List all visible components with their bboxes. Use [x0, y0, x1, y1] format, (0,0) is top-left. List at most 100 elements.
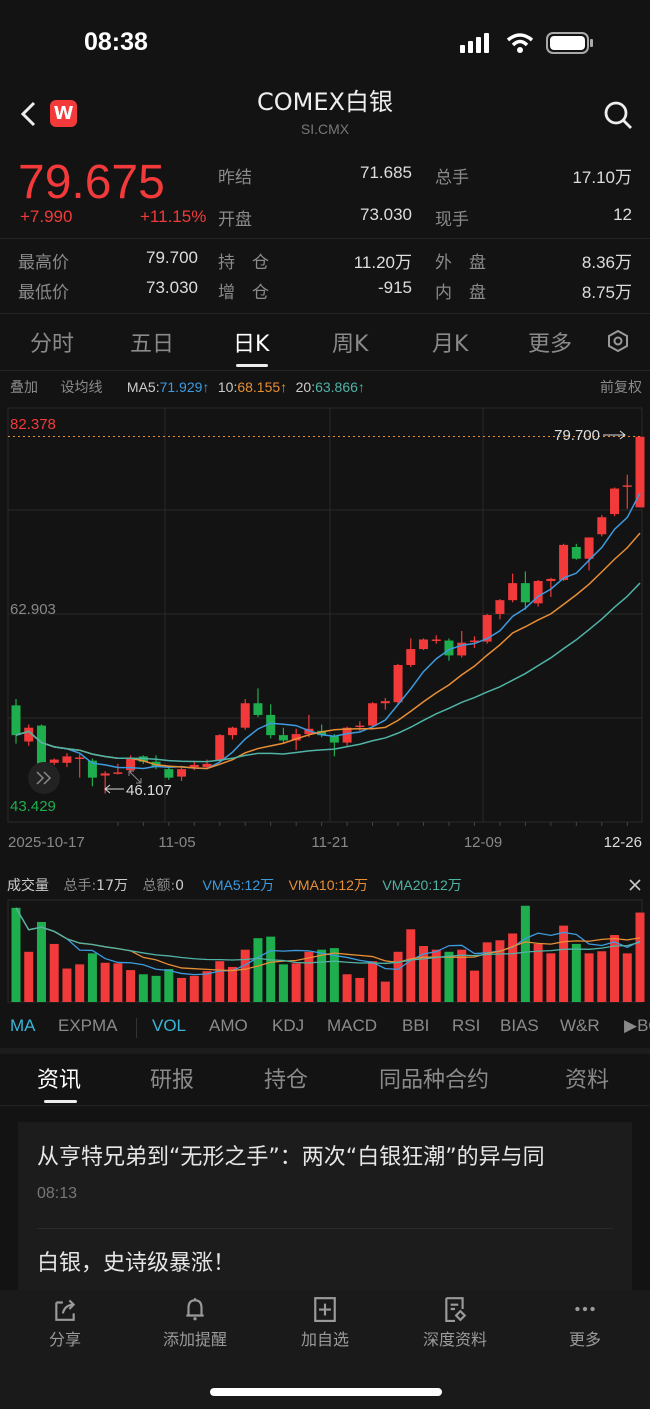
price-change: +7.990: [20, 207, 73, 226]
quote-field-value: 79.700: [146, 248, 198, 267]
home-indicator[interactable]: [210, 1388, 442, 1396]
x-axis-tick-label: 12-26: [604, 834, 642, 851]
volume-bar: [253, 938, 263, 1002]
candle-body: [393, 664, 403, 703]
candle-body: [11, 705, 21, 736]
candle-body: [291, 734, 301, 741]
price-change-pct: +11.15%: [140, 207, 207, 226]
volume-bar: [584, 953, 594, 1002]
candle-body: [469, 640, 479, 643]
volume-bar: [62, 968, 72, 1002]
bottom-nav-share[interactable]: 分享: [10, 1296, 120, 1350]
volume-bar: [533, 943, 543, 1002]
volume-bar: [24, 951, 34, 1002]
volume-bar: [100, 962, 110, 1002]
volume-bar: [164, 969, 174, 1002]
volume-bar: [138, 974, 148, 1002]
bottom-nav-document[interactable]: 深度资料: [400, 1296, 510, 1350]
bottom-nav-more[interactable]: 更多: [530, 1296, 640, 1350]
battery-icon: [546, 32, 593, 54]
ma20-line: [15, 582, 641, 763]
news-item[interactable]: 从亨特兄弟到“无形之手”：两次“白银狂潮”的异与同 08:13: [37, 1139, 545, 1203]
adjust-button[interactable]: 前复权: [600, 380, 642, 396]
volume-bar: [266, 936, 276, 1002]
news-tab[interactable]: 研报: [150, 1068, 195, 1093]
period-tab[interactable]: 周K: [332, 332, 369, 357]
news-title[interactable]: 白银，史诗级暴涨！: [37, 1251, 236, 1276]
indicator-tab[interactable]: VOL: [152, 1016, 187, 1035]
indicator-tab[interactable]: MACD: [327, 1016, 378, 1035]
y-axis-mid-label: 62.903: [10, 601, 56, 618]
volume-bar: [495, 940, 505, 1002]
indicator-tab[interactable]: MA: [10, 1016, 36, 1035]
volume-bar: [202, 971, 212, 1002]
indicator-tab[interactable]: ▶BO: [624, 1016, 650, 1035]
add-watchlist-icon: [314, 1297, 336, 1322]
search-icon[interactable]: [603, 100, 633, 130]
last-price: 79.675: [18, 156, 165, 209]
set-ma-button[interactable]: 设均线: [60, 380, 103, 396]
volume-title: 成交量: [7, 878, 49, 894]
candle-body: [571, 547, 581, 559]
volume-bar: [126, 970, 136, 1002]
news-tab[interactable]: 资料: [565, 1068, 610, 1093]
vma20-line: [15, 907, 641, 965]
volume-bar: [457, 949, 467, 1002]
candle-body: [380, 701, 390, 704]
double-chevron-icon: [36, 771, 52, 785]
news-tab[interactable]: 资讯: [37, 1068, 82, 1093]
candle-body: [75, 757, 85, 759]
indicator-tab[interactable]: AMO: [209, 1016, 248, 1035]
period-tab[interactable]: 五日: [130, 332, 175, 357]
indicator-tab[interactable]: EXPMA: [58, 1016, 118, 1035]
overlay-button[interactable]: 叠加: [10, 380, 38, 396]
volume-chart[interactable]: [0, 898, 650, 1004]
quote-field-label: 外 盘: [435, 253, 486, 273]
period-tab[interactable]: 月K: [432, 332, 469, 357]
volume-bar: [304, 951, 314, 1002]
indicator-tab[interactable]: RSI: [452, 1016, 481, 1035]
close-volume-icon[interactable]: [628, 878, 642, 892]
settings-hexagon-icon[interactable]: [607, 330, 629, 352]
ma20-value: 63.866↑: [315, 379, 365, 395]
wifi-icon: [506, 33, 534, 53]
volume-bar: [368, 961, 378, 1002]
candle-body: [342, 727, 352, 743]
period-tab[interactable]: 分时: [30, 332, 75, 357]
volume-bar: [444, 951, 454, 1002]
candle-body: [610, 488, 620, 515]
vma10-value: VMA10:12万: [288, 877, 368, 893]
indicator-tab[interactable]: BIAS: [500, 1016, 539, 1035]
total-hands-label: 总手:: [63, 878, 97, 894]
indicator-tab[interactable]: W&R: [560, 1016, 600, 1035]
candle-body: [431, 639, 441, 641]
volume-bar: [215, 961, 225, 1002]
quote-field-label: 内 盘: [435, 283, 486, 303]
volume-bar: [240, 949, 250, 1002]
candle-body: [482, 615, 492, 642]
indicator-tab[interactable]: KDJ: [272, 1016, 305, 1035]
period-tab[interactable]: 日K: [233, 332, 270, 357]
candlestick-chart[interactable]: 82.378 62.903 43.429 79.700 46.107 2025-10-17…: [0, 400, 650, 860]
bottom-nav-add-watchlist[interactable]: 加自选: [270, 1296, 380, 1350]
back-icon[interactable]: [18, 100, 40, 128]
ma5-value: 71.929↑: [159, 379, 210, 395]
news-tab[interactable]: 持仓: [264, 1068, 309, 1093]
candle-body: [533, 581, 543, 604]
bottom-nav-bell[interactable]: 添加提醒: [140, 1296, 250, 1350]
quote-field-value: 8.36万: [581, 253, 632, 272]
candle-body: [635, 436, 645, 508]
document-icon: [445, 1297, 467, 1322]
news-tab[interactable]: 同品种合约: [379, 1068, 490, 1093]
volume-bar: [113, 963, 123, 1002]
volume-bar: [520, 905, 530, 1002]
volume-bar: [610, 935, 620, 1002]
candle-body: [253, 703, 263, 715]
indicator-tab[interactable]: BBI: [402, 1016, 430, 1035]
volume-bar: [508, 933, 518, 1002]
total-hands-value: 17万: [96, 878, 128, 894]
period-tab[interactable]: 更多: [528, 332, 573, 357]
news-title[interactable]: 从亨特兄弟到“无形之手”：两次“白银狂潮”的异与同: [37, 1145, 545, 1170]
ma10-value: 68.155↑: [237, 379, 288, 395]
quote-field-label: 总手: [435, 168, 469, 188]
